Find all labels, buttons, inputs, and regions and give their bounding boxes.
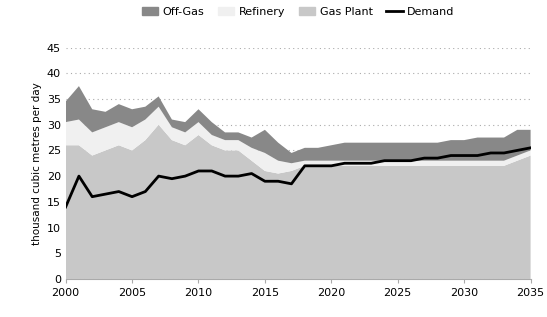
Legend: Off-Gas, Refinery, Gas Plant, Demand: Off-Gas, Refinery, Gas Plant, Demand [137, 2, 459, 21]
Y-axis label: thousand cubic metres per day: thousand cubic metres per day [32, 82, 43, 245]
